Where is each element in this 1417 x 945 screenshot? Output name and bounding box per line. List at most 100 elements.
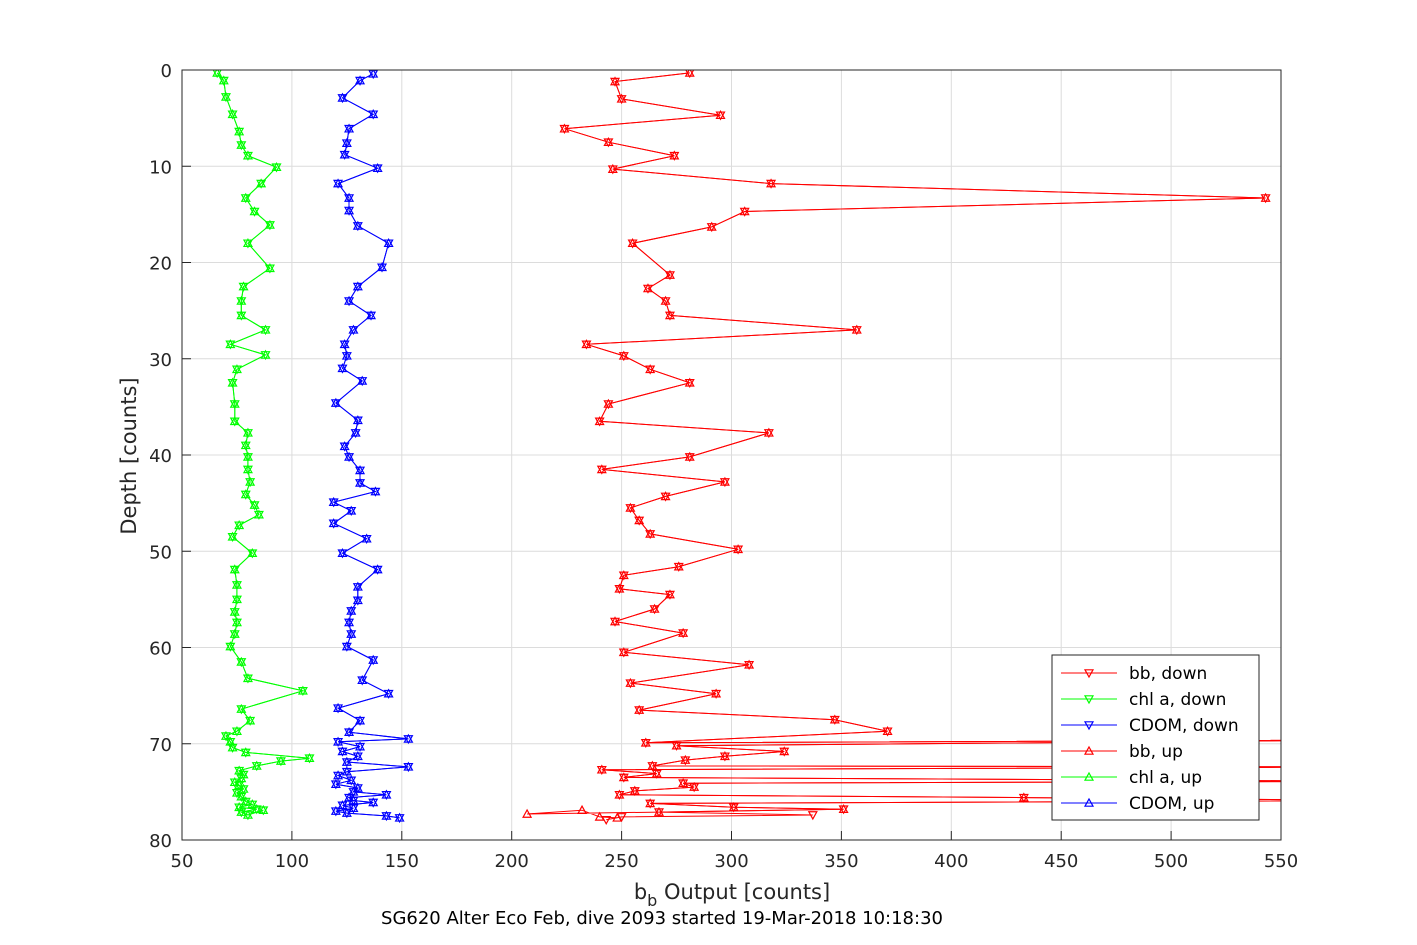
- data-point: [240, 489, 251, 499]
- legend-item-cdom-down: CDOM, down: [1061, 716, 1239, 736]
- data-point: [678, 627, 689, 637]
- x-tick-label: 500: [1154, 851, 1188, 872]
- data-point: [766, 178, 777, 188]
- data-point: [634, 704, 645, 714]
- data-point: [357, 674, 368, 685]
- data-point: [231, 579, 242, 589]
- data-point: [229, 777, 240, 787]
- data-point: [297, 685, 308, 695]
- data-point: [258, 804, 269, 814]
- data-point: [733, 544, 744, 554]
- legend-label: bb, down: [1129, 664, 1207, 684]
- series-bb-up: [522, 70, 1281, 822]
- data-point: [684, 70, 695, 77]
- data-point: [763, 427, 774, 437]
- data-point: [339, 339, 350, 349]
- data-point: [355, 477, 366, 487]
- data-point: [383, 688, 394, 698]
- data-point: [678, 777, 689, 788]
- data-point: [242, 427, 253, 437]
- data-point: [603, 398, 614, 408]
- data-point: [368, 797, 379, 807]
- data-point: [229, 564, 240, 574]
- data-point: [829, 714, 840, 724]
- series-line-cdom-up: [332, 73, 409, 819]
- data-point: [236, 656, 247, 666]
- data-point: [629, 785, 640, 795]
- data-point: [264, 219, 275, 229]
- data-point: [260, 349, 271, 359]
- data-point: [361, 533, 372, 543]
- data-point: [253, 509, 264, 519]
- data-point: [242, 238, 253, 248]
- data-point: [242, 464, 253, 474]
- legend-swatch-marker: [1083, 797, 1095, 807]
- x-axis-label: bb Output [counts]: [634, 880, 830, 910]
- data-point: [653, 806, 664, 816]
- x-tick-label: 50: [171, 851, 194, 872]
- data-point: [559, 123, 570, 133]
- data-point: [352, 595, 363, 605]
- data-point: [728, 802, 739, 812]
- data-point: [368, 654, 379, 664]
- data-point: [680, 754, 691, 764]
- data-point: [249, 206, 260, 216]
- data-point: [355, 741, 366, 751]
- data-point: [236, 773, 247, 783]
- data-point: [227, 531, 238, 541]
- data-point: [234, 126, 245, 136]
- data-point: [227, 109, 238, 119]
- data-point: [231, 364, 242, 374]
- data-point: [341, 766, 352, 776]
- data-point: [229, 606, 240, 616]
- data-point: [355, 75, 366, 85]
- data-point: [352, 751, 363, 761]
- data-point: [220, 730, 231, 740]
- data-point: [225, 339, 236, 349]
- data-point: [247, 547, 258, 557]
- data-point: [333, 770, 344, 780]
- y-tick-label: 70: [149, 735, 172, 756]
- data-point: [330, 778, 341, 788]
- data-point: [225, 641, 236, 651]
- data-point: [664, 269, 675, 279]
- x-tick-label: 450: [1044, 851, 1078, 872]
- data-point: [346, 605, 357, 615]
- series-chl-a-up: [212, 70, 315, 819]
- data-point: [618, 570, 629, 580]
- legend-item-bb-down: bb, down: [1061, 664, 1207, 684]
- data-point: [337, 800, 348, 810]
- data-point: [218, 75, 229, 85]
- data-point: [333, 736, 344, 746]
- data-point: [684, 377, 695, 387]
- x-tick-label: 250: [604, 851, 638, 872]
- legend-item-chl-a-up: chl a, up: [1061, 768, 1202, 788]
- data-point: [372, 564, 383, 574]
- data-point: [333, 178, 344, 188]
- data-point: [264, 263, 275, 273]
- data-point: [348, 324, 359, 334]
- data-point: [339, 441, 350, 451]
- data-point: [370, 486, 381, 496]
- data-point: [352, 415, 363, 425]
- data-point: [744, 659, 755, 669]
- data-point: [304, 752, 315, 762]
- data-point: [352, 281, 363, 291]
- data-point: [616, 93, 627, 103]
- data-point: [689, 781, 700, 791]
- data-point: [711, 688, 722, 698]
- data-point: [242, 673, 253, 683]
- data-point: [352, 220, 363, 230]
- legend-label: chl a, up: [1129, 768, 1202, 788]
- data-point: [357, 375, 368, 385]
- x-tick-labels: 50 100 150 200 250 300 350 400 450 500 550: [171, 851, 1299, 872]
- legend-swatch-marker: [1083, 695, 1095, 705]
- data-point: [614, 583, 625, 593]
- x-axis-label-rest: Output [counts]: [657, 880, 830, 904]
- data-point: [660, 295, 671, 305]
- data-point: [645, 528, 656, 538]
- y-tick-label: 50: [149, 542, 172, 563]
- data-point: [236, 310, 247, 320]
- legend-item-bb-up: bb, up: [1061, 742, 1183, 762]
- data-point: [344, 726, 355, 737]
